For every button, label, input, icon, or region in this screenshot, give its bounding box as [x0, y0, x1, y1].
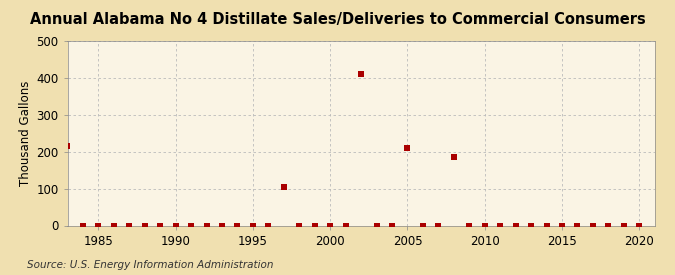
- Point: [526, 223, 537, 228]
- Point: [541, 223, 552, 228]
- Point: [294, 223, 304, 228]
- Text: Source: U.S. Energy Information Administration: Source: U.S. Energy Information Administ…: [27, 260, 273, 270]
- Point: [217, 223, 227, 228]
- Point: [62, 144, 73, 148]
- Point: [510, 223, 521, 228]
- Point: [557, 223, 568, 228]
- Point: [433, 223, 443, 228]
- Point: [356, 72, 367, 77]
- Point: [232, 223, 243, 228]
- Point: [387, 223, 398, 228]
- Point: [93, 223, 104, 228]
- Point: [371, 223, 382, 228]
- Point: [418, 223, 429, 228]
- Point: [78, 223, 88, 228]
- Point: [618, 223, 629, 228]
- Point: [464, 223, 475, 228]
- Point: [109, 223, 119, 228]
- Point: [309, 223, 320, 228]
- Point: [186, 223, 196, 228]
- Point: [572, 223, 583, 228]
- Point: [634, 223, 645, 228]
- Point: [603, 223, 614, 228]
- Text: Annual Alabama No 4 Distillate Sales/Deliveries to Commercial Consumers: Annual Alabama No 4 Distillate Sales/Del…: [30, 12, 645, 28]
- Point: [448, 155, 459, 160]
- Point: [279, 185, 290, 189]
- Point: [124, 223, 135, 228]
- Point: [263, 223, 274, 228]
- Point: [155, 223, 165, 228]
- Point: [170, 223, 181, 228]
- Y-axis label: Thousand Gallons: Thousand Gallons: [19, 81, 32, 186]
- Point: [340, 223, 351, 228]
- Point: [402, 146, 413, 150]
- Point: [479, 223, 490, 228]
- Point: [495, 223, 506, 228]
- Point: [201, 223, 212, 228]
- Point: [587, 223, 598, 228]
- Point: [248, 223, 259, 228]
- Point: [325, 223, 335, 228]
- Point: [139, 223, 150, 228]
